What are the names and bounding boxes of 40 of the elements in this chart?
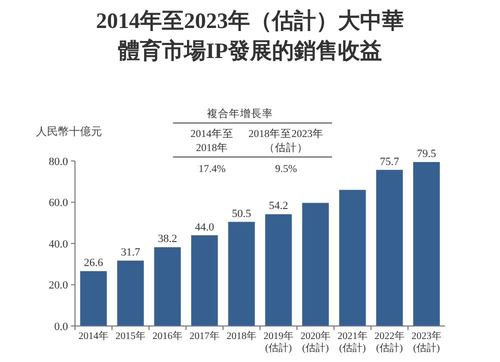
x-tick-label: 2015年: [116, 330, 146, 342]
y-tick-label: 40.0: [48, 238, 68, 250]
bar: [339, 190, 366, 326]
bar: [302, 202, 329, 326]
x-tick-label: 2018年: [226, 330, 256, 342]
bar: [80, 271, 107, 326]
data-label: 31.7: [120, 246, 141, 259]
x-tick-label: 2020年(估計): [300, 330, 330, 354]
y-tick-label: 60.0: [48, 197, 68, 210]
data-label: 50.5: [232, 208, 252, 220]
data-label: 75.7: [380, 156, 400, 168]
x-tick-label: 2021年(估計): [338, 330, 368, 354]
y-tick-label: 20.0: [48, 280, 68, 292]
data-label: 79.5: [416, 148, 437, 160]
x-tick-label: 2019年(估計): [264, 330, 294, 354]
x-tick-label: 2016年: [152, 330, 182, 342]
bar: [376, 170, 403, 326]
data-label: 54.2: [268, 200, 288, 212]
annotation: 9.5%: [275, 164, 298, 175]
data-label: 38.2: [158, 233, 178, 246]
y-axis-title: 人民幣十億元: [36, 125, 102, 138]
x-tick-label: 2014年: [78, 330, 108, 342]
x-tick-label: 2022年(估計): [374, 330, 404, 354]
text: 2018年至2023年（估計）: [248, 128, 324, 154]
bar: [228, 222, 255, 326]
x-tick-label: 2017年: [190, 330, 220, 342]
text: 2014年至2018年: [190, 128, 234, 154]
bar: [413, 162, 440, 326]
text: 複合年增長率: [207, 107, 273, 120]
bar: [265, 214, 292, 326]
y-tick-label: 0.0: [54, 320, 68, 333]
data-label: 26.6: [84, 257, 104, 270]
chart-title: 2014年至2023年（估計）大中華體育市場IP發展的銷售收益: [96, 8, 404, 63]
bar: [191, 235, 218, 326]
x-tick-label: 2023年(估計): [412, 330, 442, 354]
y-tick-label: 80.0: [48, 156, 68, 168]
annotation: 17.4%: [198, 164, 226, 175]
bar: [117, 260, 144, 326]
bar: [154, 247, 181, 326]
data-label: 44.0: [194, 221, 215, 234]
